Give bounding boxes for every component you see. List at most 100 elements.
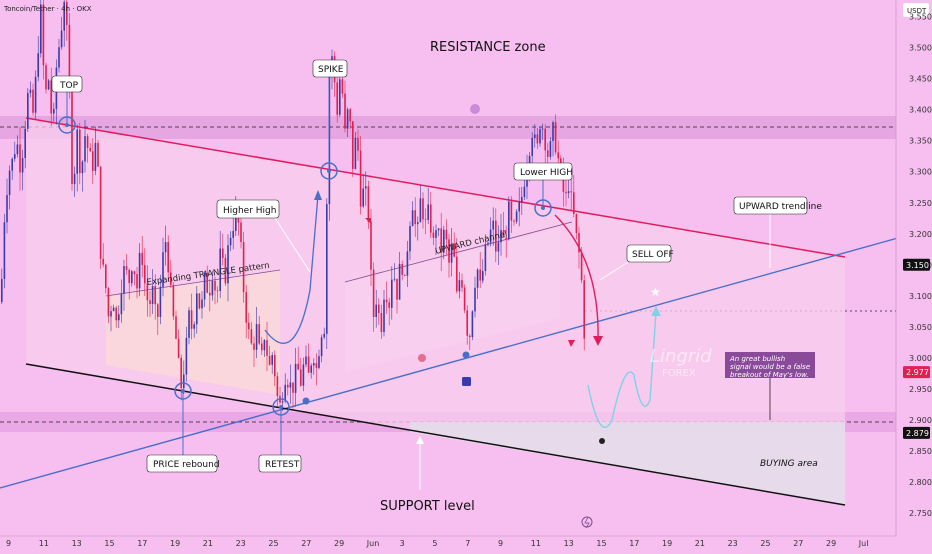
candle-body [123,266,125,294]
candle-body [578,232,580,253]
note-annotation[interactable]: An great bullish signal would be a false… [725,352,815,379]
price-rebound-annotation[interactable]: PRICE rebound [146,454,220,473]
candle-body [336,82,338,115]
candle-body [86,136,89,149]
candle-body [411,210,414,227]
candle-body [151,286,154,304]
retest-marker[interactable] [272,398,290,416]
candle-body [271,355,273,365]
candle-body [97,142,99,167]
y-tick-label: 3.550 [909,13,932,22]
upward-channel-fill [345,228,560,372]
y-tick-label: 3.450 [909,75,932,84]
note-line-2: signal would be a false [730,363,810,371]
support-trendline[interactable] [25,363,846,506]
x-tick-label: 29 [334,539,344,548]
candle-body [497,242,500,252]
candle-body [131,271,133,284]
candle-body [443,229,445,253]
candle-body [383,299,385,332]
candle-body [354,137,357,169]
candle-body [261,343,263,351]
candle-body [375,304,377,318]
upward-trendline-annotation[interactable]: UPWARD trendline [733,196,822,215]
price-label-tag [903,426,930,439]
sell-off-annotation[interactable]: SELL OFF [626,244,674,263]
candle-body [167,242,169,273]
candle-body [484,244,487,271]
sell-off-curve-arrow [554,214,599,341]
y-tick-label: 2.950 [909,385,932,394]
candle-body [518,202,520,212]
candle-body [248,322,250,330]
candle-body [118,314,120,321]
candle-body [427,204,429,220]
candle-body [240,222,242,243]
currency-badge[interactable] [903,3,929,17]
trendline-touch-dot-2 [462,351,470,359]
flag-marker-icon [365,218,371,224]
candle-body [216,290,219,292]
spike-marker[interactable] [320,162,338,180]
candle-body [344,93,346,129]
candle-body [539,129,541,144]
candle-body [105,264,107,289]
x-tick-label: 23 [728,539,738,548]
candle-body [115,307,117,321]
price-label-text: 3.150 [906,261,929,270]
candle-body [552,122,554,142]
watermark-main: Lingrid [650,346,712,367]
support-level-label: SUPPORT level [380,499,475,514]
top-marker[interactable] [58,116,76,134]
spike-annotation[interactable]: SPIKE [312,59,348,78]
y-tick-label: 3.100 [909,292,932,301]
event-flag-icon[interactable] [462,377,471,386]
price-rebound-annotation-box [146,454,218,473]
candle-body [357,137,359,151]
x-tick-label: Jun [366,539,380,548]
rebound-marker[interactable] [174,382,192,400]
higher-high-annotation[interactable]: Higher High [216,199,280,219]
lower-high-marker[interactable] [534,199,552,217]
resistance-trendline[interactable] [25,117,846,258]
candle-body [211,280,214,296]
candle-body [508,201,510,240]
lower-high-annotation[interactable]: Lower HIGH [513,162,573,181]
upward-trendline[interactable] [0,235,906,489]
candle-body [40,4,42,54]
candle-body [554,122,557,153]
top-annotation[interactable]: TOP [51,75,83,93]
candle-body [430,204,432,233]
y-tick-label: 2.850 [909,447,932,456]
eye-icon [599,438,605,444]
spike-annotation-box [312,59,348,78]
candle-body [8,170,11,196]
x-tick-label: Jul [858,539,869,548]
candle-body [547,150,549,157]
time-axis[interactable] [0,536,932,550]
candle-body [133,271,136,275]
candle-body [339,79,341,115]
lower-high-marker-dot [541,206,545,210]
higher-high-annotation-box [216,199,280,219]
candle-body [125,266,128,270]
event-marker-icon[interactable] [470,104,480,114]
retest-annotation[interactable]: RETEST [258,454,302,473]
candle-body [414,210,416,225]
candle-body [544,128,546,151]
candle-body [487,242,489,245]
candle-body [27,93,29,129]
top-annotation-text: TOP [59,81,79,91]
trendline-touch-dot [302,397,310,405]
candle-body [435,230,437,238]
candle-body [513,220,515,222]
price-label-text: 2.977 [906,368,929,377]
snail-icon [418,354,426,362]
candle-body [315,363,318,368]
candle-body [263,340,266,351]
candle-body [393,278,396,280]
candle-body [388,302,390,308]
x-tick-label: 19 [662,539,672,548]
